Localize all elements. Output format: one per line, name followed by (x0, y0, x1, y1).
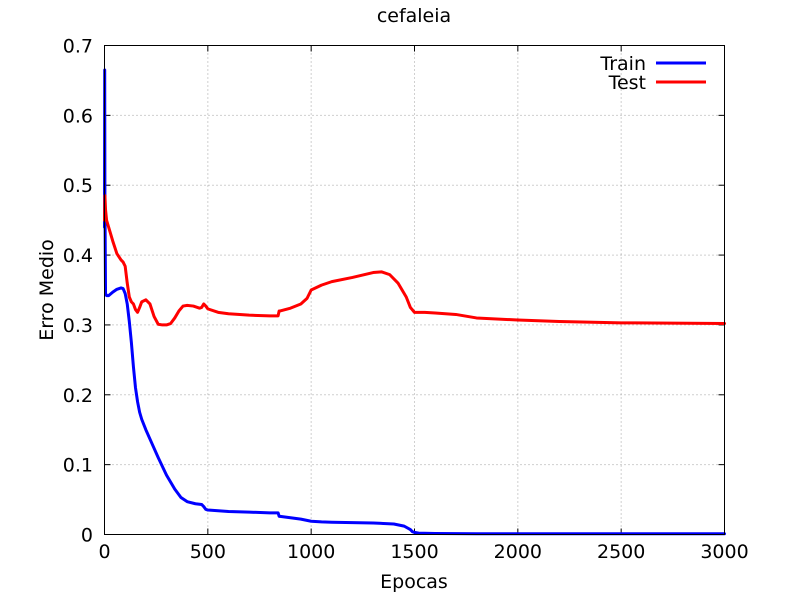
y-axis-label: Erro Medio (36, 239, 58, 341)
y-axis: 0 0.1 0.2 0.3 0.4 0.5 0.6 0.7 (63, 36, 725, 547)
chart-title: cefaleia (377, 5, 451, 27)
x-tick-label: 2500 (597, 541, 645, 563)
y-tick-label: 0.6 (63, 105, 93, 127)
series-line-test (103, 194, 726, 327)
y-tick-label: 0.2 (63, 385, 93, 407)
series-lines (103, 68, 726, 536)
x-tick-label: 500 (190, 541, 226, 563)
y-tick-label: 0.1 (63, 455, 93, 477)
x-tick-label: 0 (98, 541, 110, 563)
x-axis: 0 500 1000 1500 2000 2500 3000 (98, 45, 749, 563)
y-tick-label: 0 (81, 525, 93, 547)
y-tick-label: 0.3 (63, 315, 93, 337)
y-tick-label: 0.4 (63, 245, 93, 267)
series-line-train (103, 68, 726, 536)
x-tick-label: 2000 (494, 541, 542, 563)
legend-label-test: Test (608, 72, 646, 94)
x-axis-label: Epocas (380, 571, 448, 593)
legend-label-train: Train (599, 53, 646, 75)
x-tick-label: 1000 (287, 541, 335, 563)
x-tick-label: 1500 (390, 541, 438, 563)
x-tick-label: 3000 (700, 541, 748, 563)
plot-frame (104, 45, 725, 535)
y-tick-label: 0.5 (63, 175, 93, 197)
y-tick-label: 0.7 (63, 36, 93, 58)
grid (104, 45, 725, 535)
